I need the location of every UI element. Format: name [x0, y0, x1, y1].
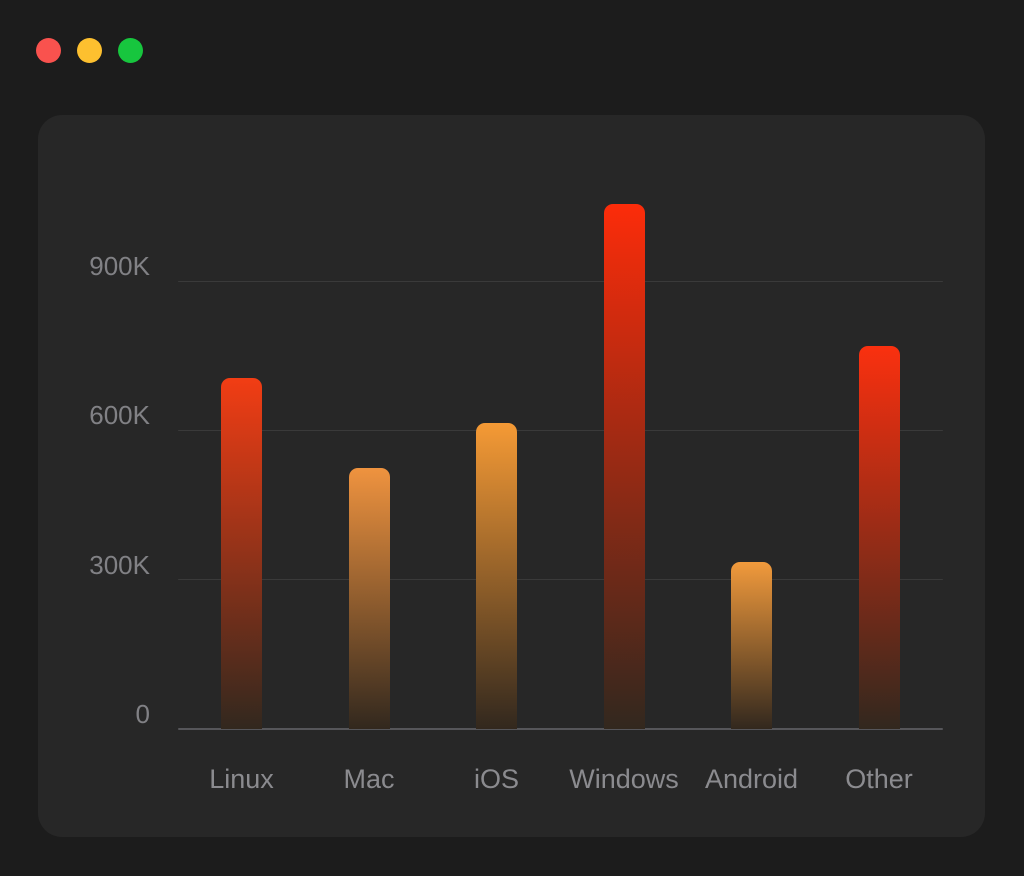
- x-category-label-mac: Mac: [343, 764, 395, 794]
- zoom-button[interactable]: [118, 38, 143, 63]
- x-category-label-windows: Windows: [569, 764, 679, 794]
- bar-windows: [603, 203, 645, 729]
- y-tick-label-600k: 600K: [89, 400, 150, 431]
- traffic-lights-group: [36, 38, 143, 63]
- bar-android: [731, 562, 773, 729]
- x-category-label-linux: Linux: [209, 764, 274, 794]
- bar-ios: [476, 422, 518, 729]
- bar-other: [858, 345, 900, 729]
- minimize-button[interactable]: [77, 38, 102, 63]
- x-axis-line: [178, 728, 943, 730]
- x-category-label-ios: iOS: [473, 764, 519, 794]
- gridline-600k: [178, 429, 943, 431]
- window-titlebar: [0, 0, 1024, 100]
- chart-card: 0 300K 600K 900K Linux Mac iOS Windows Android O…: [38, 115, 985, 837]
- gridline-900k: [178, 280, 943, 282]
- x-category-label-android: Android: [704, 764, 799, 794]
- y-tick-label-900k: 900K: [89, 251, 150, 282]
- close-button[interactable]: [36, 38, 61, 63]
- gridline-300k: [178, 579, 943, 581]
- y-tick-label-300k: 300K: [89, 549, 150, 580]
- x-category-label-other: Other: [845, 764, 913, 794]
- bar-chart-plot-area: 0 300K 600K 900K: [89, 180, 943, 730]
- bar-linux: [221, 378, 263, 729]
- bar-mac: [348, 467, 390, 729]
- y-tick-label-0: 0: [135, 699, 150, 729]
